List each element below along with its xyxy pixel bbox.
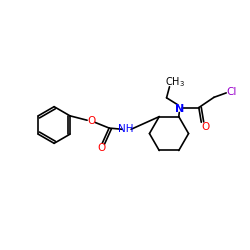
Text: N: N [175,104,184,114]
Text: O: O [97,142,105,152]
Text: O: O [202,122,210,132]
Text: O: O [87,116,96,126]
Text: Cl: Cl [226,87,237,97]
Text: NH: NH [118,124,134,134]
Text: CH$_3$: CH$_3$ [165,75,185,89]
